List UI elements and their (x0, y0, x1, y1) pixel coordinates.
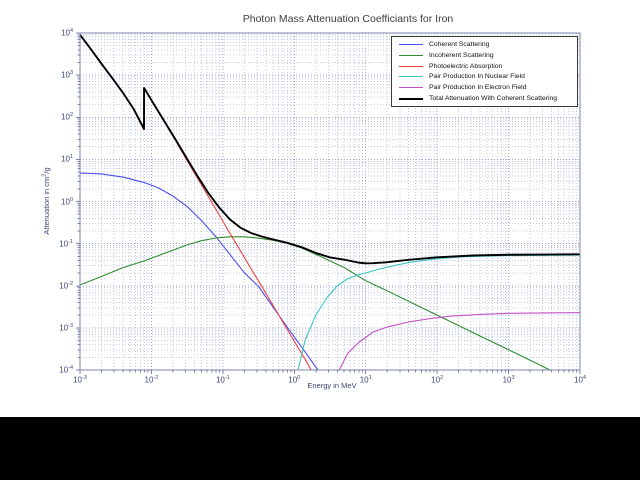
figure-window: Photon Mass Attenuation Coefficiants for… (0, 0, 640, 417)
legend-item: Pair Production In Electron Field (392, 83, 577, 93)
legend-line-sample (399, 65, 423, 67)
legend-item: Total Attenuation With Coherent Scatteri… (392, 94, 577, 104)
y-tick-label: 10-3 (59, 322, 73, 333)
legend-item: Photoelectric Absorption (392, 61, 577, 71)
x-axis-label: Energy in MeV (307, 381, 357, 390)
legend-line-sample (399, 87, 423, 89)
y-tick-label: 102 (61, 112, 73, 122)
plot-area (76, 32, 581, 374)
legend-line-sample (399, 43, 423, 45)
y-tick-label: 103 (61, 70, 73, 80)
x-tick-label: 102 (431, 375, 444, 385)
y-tick-label: 104 (61, 28, 73, 38)
x-tick-label: 101 (359, 375, 372, 385)
legend-box: Coherent Scattering Incoherent Scattering… (391, 36, 578, 107)
legend-line-sample (399, 97, 423, 100)
x-tick-label: 104 (574, 375, 586, 385)
x-tick-label: 100 (288, 375, 301, 385)
legend-item: Incoherent Scattering (392, 50, 577, 60)
y-tick-label: 10-2 (59, 280, 73, 291)
legend-item: Coherent Scattering (392, 39, 577, 49)
legend-item: Pair Production In Nuclear Field (392, 72, 577, 82)
curve-pair-production-in-nuclear-field (297, 254, 580, 370)
bottom-black-strip (0, 417, 640, 480)
curve-pair-production-in-electron-field (338, 312, 580, 370)
x-tick-label: 10-1 (215, 375, 230, 385)
legend-label: Incoherent Scattering (429, 51, 494, 59)
legend-line-sample (399, 76, 423, 78)
x-tick-label: 10-3 (73, 375, 87, 385)
y-tick-label: 10-1 (59, 238, 73, 249)
legend-label: Photoelectric Absorption (429, 62, 503, 70)
legend-line-sample (399, 54, 423, 56)
curve-coherent-scattering (80, 172, 319, 370)
curve-total-attenuation-with-coherent-scattering (80, 33, 580, 265)
legend-label: Pair Production In Nuclear Field (429, 73, 525, 81)
chart-title: Photon Mass Attenuation Coefficiants for… (242, 13, 454, 25)
y-tick-label: 10-4 (59, 365, 73, 375)
legend-label: Coherent Scattering (429, 40, 490, 48)
legend-label: Pair Production In Electron Field (429, 84, 527, 92)
x-tick-label: 103 (502, 375, 515, 385)
x-tick-label: 10-2 (144, 375, 159, 385)
legend-label: Total Attenuation With Coherent Scatteri… (429, 95, 558, 103)
y-tick-label: 100 (61, 196, 73, 207)
y-tick-label: 101 (61, 154, 73, 165)
